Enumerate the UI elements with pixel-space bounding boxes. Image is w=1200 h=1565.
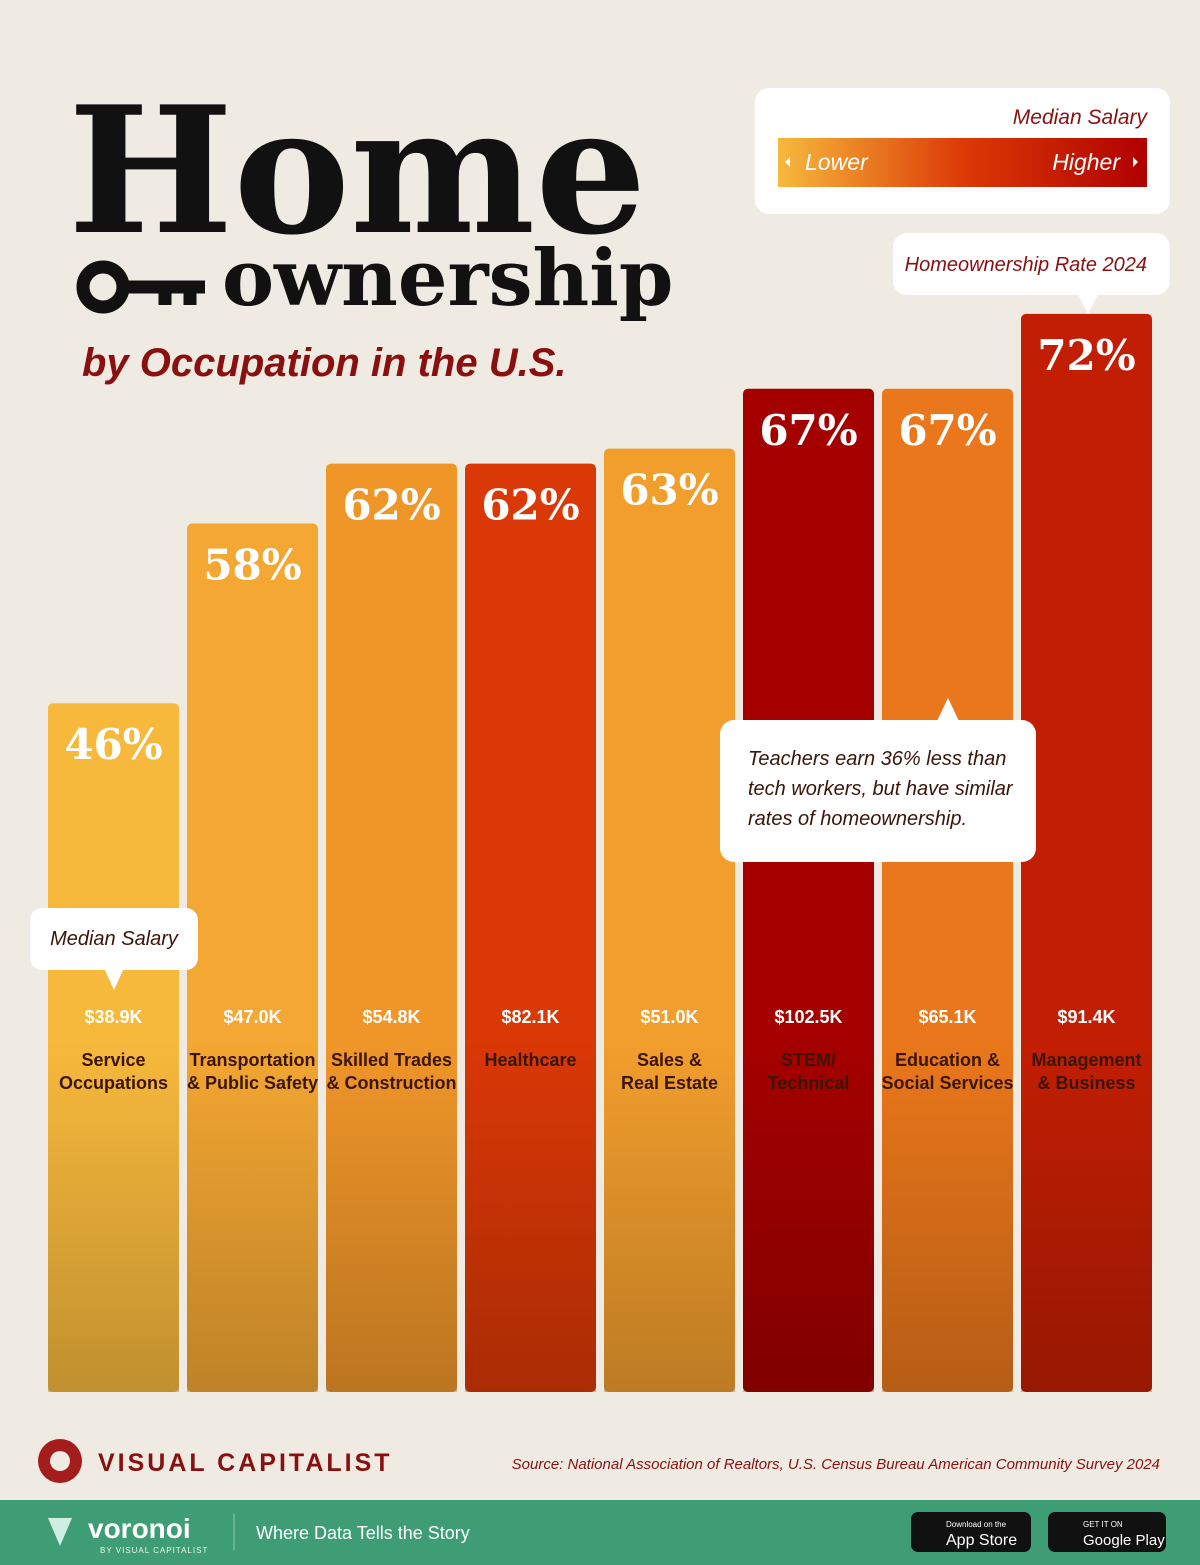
app-store-badge[interactable] xyxy=(911,1512,1031,1552)
brand: VISUAL CAPITALIST xyxy=(98,1449,393,1477)
bar-shade xyxy=(187,1040,318,1392)
title: Home xyxy=(68,69,647,274)
value-label: 46% xyxy=(64,720,162,769)
bar-shade xyxy=(882,1040,1013,1392)
bar-shade xyxy=(48,1040,179,1392)
category-label: Education & Social Services xyxy=(881,1050,1014,1093)
value-label: 58% xyxy=(203,541,301,590)
salary-callout xyxy=(30,908,198,970)
bar-shade xyxy=(326,1040,457,1392)
annotation-box xyxy=(720,720,1036,862)
voronoi-sub: BY VISUAL CAPITALIST xyxy=(100,1546,208,1555)
salary-label: $65.1K xyxy=(918,1007,976,1027)
callout-pointer xyxy=(104,968,124,990)
app-store-small: Download on the xyxy=(946,1520,1007,1529)
subtitle: by Occupation in the U.S. xyxy=(82,341,567,385)
series-name: Homeownership Rate 2024 xyxy=(905,254,1147,276)
value-label: 62% xyxy=(481,481,579,530)
bars xyxy=(48,313,1152,1393)
value-label: 67% xyxy=(759,406,857,455)
legend-gradient xyxy=(778,138,1147,187)
category-label: Healthcare xyxy=(484,1050,577,1070)
value-label: 62% xyxy=(342,481,440,530)
category-label: Skilled Trades & Construction xyxy=(326,1050,457,1093)
category-label: STEM/ Technical xyxy=(767,1050,850,1093)
salary-label: $51.0K xyxy=(640,1007,698,1027)
callout-pointer xyxy=(937,698,959,721)
series-callout xyxy=(893,233,1170,295)
legend-high: Higher xyxy=(1052,149,1121,175)
legend-low: Lower xyxy=(805,149,869,175)
callout-pointer xyxy=(1078,294,1098,314)
voronoi: voronoi xyxy=(88,1513,191,1544)
google-play-badge[interactable] xyxy=(1048,1512,1166,1552)
source: Source: National Association of Realtors… xyxy=(512,1456,1160,1473)
value-label: 67% xyxy=(898,406,996,455)
google-small: GET IT ON xyxy=(1083,1520,1123,1529)
salary-label: $91.4K xyxy=(1057,1007,1115,1027)
bar-shade xyxy=(743,1040,874,1392)
value-label: 63% xyxy=(620,466,718,515)
app-store: App Store xyxy=(946,1532,1017,1549)
vc-logo xyxy=(38,1439,82,1483)
salary-label: $54.8K xyxy=(362,1007,420,1027)
key-icon xyxy=(76,260,205,314)
voronoi-logo xyxy=(48,1518,72,1546)
category-label: Transportation & Public Safety xyxy=(186,1050,319,1093)
category-label: Service Occupations xyxy=(58,1050,169,1093)
salary-callout-text: Median Salary xyxy=(50,928,179,950)
bar-shade xyxy=(604,1040,735,1392)
legend-title: Median Salary xyxy=(1013,106,1149,129)
category-label: Sales & Real Estate xyxy=(620,1050,719,1093)
tagline: Where Data Tells the Story xyxy=(256,1523,470,1543)
salary-label: $38.9K xyxy=(84,1007,142,1027)
salary-label: $102.5K xyxy=(774,1007,842,1027)
google-play: Google Play xyxy=(1083,1532,1165,1549)
salary-label: $82.1K xyxy=(501,1007,559,1027)
salary-label: $47.0K xyxy=(223,1007,281,1027)
title-line2: ownership xyxy=(222,233,673,324)
annotation: Teachers earn 36% less than tech workers… xyxy=(748,748,1013,830)
value-label: 72% xyxy=(1037,331,1135,380)
bar-shade xyxy=(1021,1040,1152,1392)
bar-shade xyxy=(465,1040,596,1392)
category-label: Management & Business xyxy=(1031,1050,1142,1093)
